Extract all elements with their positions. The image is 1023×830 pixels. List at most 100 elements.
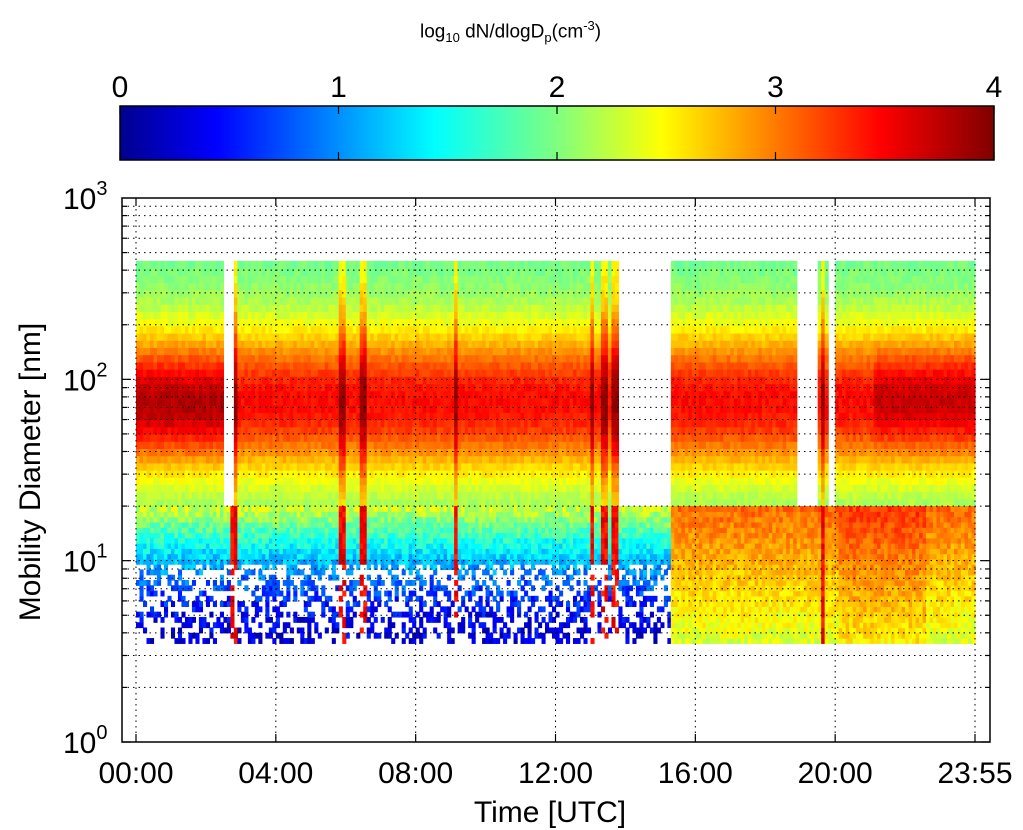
heatmap-cell — [296, 491, 301, 500]
heatmap-cell — [177, 311, 183, 320]
heatmap-cell — [440, 477, 445, 486]
heatmap-cell — [314, 268, 319, 276]
heatmap-cell — [160, 532, 165, 539]
heatmap-cell — [142, 521, 148, 528]
heatmap-cell — [471, 304, 476, 312]
heatmap-cell — [412, 354, 417, 363]
heatmap-cell — [303, 470, 308, 478]
heatmap-cell — [310, 521, 315, 528]
heatmap-cell — [251, 296, 256, 305]
heatmap-cell — [293, 543, 298, 549]
heatmap-cell — [149, 282, 155, 291]
heatmap-cell — [244, 433, 249, 442]
heatmap-cell — [310, 638, 315, 644]
heatmap-cell — [377, 601, 382, 607]
heatmap-cell — [317, 268, 322, 276]
heatmap-cell — [282, 340, 287, 349]
heatmap-cell — [314, 441, 319, 449]
heatmap-cell — [177, 433, 183, 442]
heatmap-cell — [352, 532, 357, 539]
heatmap-cell — [293, 433, 298, 442]
heatmap-cell — [303, 268, 308, 276]
heatmap-cell — [237, 419, 242, 428]
heatmap-cell — [261, 553, 266, 560]
heatmap-cell — [184, 405, 190, 413]
heatmap-cell — [219, 347, 224, 356]
heatmap-cell — [153, 506, 158, 512]
heatmap-cell — [405, 260, 410, 269]
heatmap-cell — [296, 484, 301, 493]
heatmap-cell — [471, 532, 476, 539]
heatmap-cell — [146, 558, 151, 565]
heatmap-cell — [286, 347, 291, 356]
heatmap-cell — [209, 506, 214, 512]
heatmap-cell — [212, 390, 218, 399]
heatmap-cell — [317, 574, 322, 581]
heatmap-cell — [443, 296, 448, 305]
heatmap-cell — [331, 376, 336, 385]
heatmap-cell — [384, 527, 389, 534]
heatmap-cell — [422, 412, 427, 421]
heatmap-cell — [391, 532, 396, 539]
heatmap-cell — [401, 498, 406, 507]
heatmap-cell — [240, 361, 245, 370]
heatmap-cell — [265, 590, 270, 597]
heatmap-cell — [209, 484, 214, 493]
heatmap-cell — [261, 369, 266, 377]
heatmap-cell — [454, 361, 459, 370]
heatmap-cell — [230, 511, 235, 518]
heatmap-cell — [170, 260, 176, 269]
heatmap-cell — [436, 296, 441, 305]
heatmap-cell — [167, 369, 172, 377]
heatmap-cell — [286, 558, 291, 565]
heatmap-cell — [160, 397, 165, 406]
heatmap-cell — [310, 275, 315, 284]
heatmap-cell — [296, 553, 301, 560]
heatmap-cell — [398, 611, 403, 618]
heatmap-cell — [146, 325, 151, 334]
heatmap-cell — [216, 537, 221, 544]
heatmap-cell — [216, 347, 221, 356]
heatmap-cell — [139, 448, 144, 457]
heatmap-cell — [447, 275, 452, 284]
heatmap-cell — [450, 347, 455, 356]
heatmap-cell — [226, 622, 231, 629]
heatmap-cell — [282, 376, 287, 385]
heatmap-cell — [429, 498, 434, 507]
heatmap-cell — [163, 361, 169, 370]
heatmap-cell — [429, 470, 434, 478]
heatmap-cell — [195, 383, 200, 392]
heatmap-cell — [457, 441, 462, 449]
heatmap-cell — [198, 448, 204, 457]
heatmap-cell — [202, 390, 207, 399]
heatmap-cell — [184, 616, 190, 623]
heatmap-cell — [359, 491, 364, 500]
heatmap-cell — [212, 448, 218, 457]
heatmap-cell — [282, 537, 287, 544]
heatmap-cell — [195, 527, 200, 534]
heatmap-cell — [251, 548, 256, 555]
heatmap-cell — [251, 304, 256, 312]
heatmap-cell — [303, 448, 308, 457]
heatmap-cell — [359, 532, 364, 539]
heatmap-cell — [146, 491, 151, 500]
heatmap-cell — [167, 354, 172, 363]
heatmap-cell — [261, 296, 266, 305]
heatmap-cell — [468, 537, 473, 544]
heatmap-cell — [475, 579, 480, 586]
heatmap-cell — [338, 521, 343, 528]
heatmap-cell — [289, 537, 294, 544]
heatmap-cell — [286, 537, 291, 544]
heatmap-cell — [181, 441, 186, 449]
heatmap-cell — [436, 390, 441, 399]
heatmap-cell — [370, 333, 375, 341]
heatmap-cell — [450, 548, 455, 555]
heatmap-cell — [440, 441, 445, 449]
heatmap-cell — [338, 311, 343, 320]
heatmap-cell — [279, 491, 284, 500]
heatmap-cell — [394, 470, 399, 478]
heatmap-cell — [275, 632, 280, 639]
heatmap-cell — [394, 585, 399, 592]
heatmap-cell — [384, 537, 389, 544]
heatmap-cell — [244, 311, 249, 320]
